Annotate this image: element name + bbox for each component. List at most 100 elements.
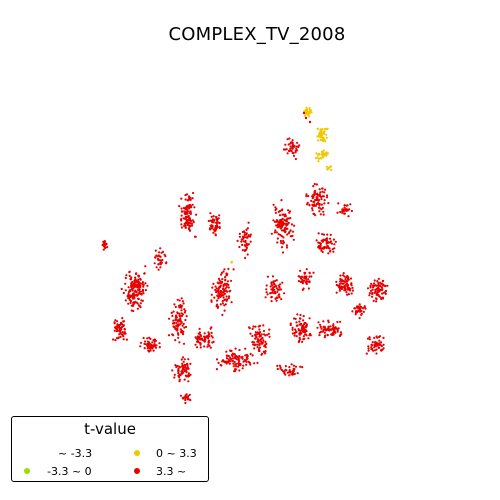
map-point bbox=[305, 193, 308, 196]
map-point bbox=[241, 357, 244, 360]
map-point bbox=[296, 313, 299, 316]
map-point bbox=[266, 275, 269, 278]
map-point bbox=[119, 331, 122, 334]
map-point bbox=[172, 319, 175, 322]
map-point bbox=[257, 348, 260, 351]
map-point bbox=[226, 273, 229, 276]
map-point bbox=[181, 367, 185, 370]
map-point bbox=[312, 212, 315, 215]
map-point bbox=[215, 226, 219, 229]
map-point bbox=[316, 194, 320, 197]
map-point bbox=[249, 332, 252, 335]
map-point bbox=[288, 211, 291, 214]
map-point bbox=[292, 154, 296, 157]
map-point bbox=[249, 235, 252, 238]
map-point bbox=[117, 336, 120, 339]
map-point bbox=[186, 223, 189, 227]
map-point bbox=[227, 359, 230, 362]
legend-entry-high-positive: 3.3 ~ bbox=[134, 463, 186, 479]
map-point bbox=[199, 342, 202, 345]
map-point bbox=[311, 209, 314, 212]
map-point bbox=[373, 336, 376, 339]
map-point bbox=[221, 302, 224, 305]
map-point bbox=[134, 279, 137, 282]
map-point bbox=[210, 331, 213, 334]
map-point bbox=[339, 333, 342, 336]
map-point bbox=[175, 318, 178, 321]
map-point bbox=[319, 242, 322, 245]
map-point bbox=[122, 338, 125, 341]
map-point bbox=[303, 321, 306, 325]
map-point bbox=[241, 235, 244, 238]
map-point bbox=[176, 327, 179, 331]
map-point bbox=[299, 277, 303, 280]
map-point bbox=[121, 333, 124, 336]
map-point bbox=[303, 271, 306, 274]
map-point bbox=[264, 334, 267, 337]
map-point bbox=[177, 369, 180, 373]
map-point bbox=[289, 147, 292, 150]
map-point bbox=[131, 289, 134, 292]
points-high-positive bbox=[101, 137, 389, 405]
map-point bbox=[120, 322, 123, 325]
map-point bbox=[375, 335, 378, 338]
map-point bbox=[207, 335, 210, 338]
map-point bbox=[324, 334, 327, 337]
map-point bbox=[147, 345, 150, 348]
map-point bbox=[182, 302, 185, 305]
map-point bbox=[183, 378, 186, 381]
map-point bbox=[375, 344, 378, 347]
map-point bbox=[173, 376, 176, 379]
map-point bbox=[279, 239, 282, 243]
map-point bbox=[186, 362, 189, 365]
map-point bbox=[371, 341, 374, 344]
map-point bbox=[373, 279, 376, 282]
map-point bbox=[256, 346, 259, 349]
map-point bbox=[320, 150, 323, 153]
map-point bbox=[256, 361, 259, 364]
map-point bbox=[377, 286, 380, 289]
map-point bbox=[264, 296, 267, 299]
map-point bbox=[284, 365, 287, 368]
map-point bbox=[274, 229, 277, 232]
map-point bbox=[338, 286, 341, 289]
map-point bbox=[318, 334, 321, 337]
map-point bbox=[124, 332, 127, 335]
map-point bbox=[285, 369, 288, 372]
map-point bbox=[141, 282, 144, 285]
map-point bbox=[215, 215, 218, 218]
map-point bbox=[238, 245, 241, 249]
map-point bbox=[286, 152, 289, 155]
map-point bbox=[325, 196, 329, 199]
map-point bbox=[158, 346, 161, 349]
map-point bbox=[179, 305, 182, 308]
map-point bbox=[327, 245, 330, 248]
map-point bbox=[308, 334, 311, 337]
map-point bbox=[287, 143, 290, 146]
map-point bbox=[184, 309, 187, 312]
map-point bbox=[327, 167, 330, 170]
map-point bbox=[322, 210, 325, 213]
map-point bbox=[125, 274, 128, 277]
map-point bbox=[346, 285, 349, 288]
map-point bbox=[277, 233, 280, 236]
map-point bbox=[230, 301, 233, 304]
map-point bbox=[318, 131, 321, 135]
map-point bbox=[270, 281, 273, 284]
map-point bbox=[302, 315, 305, 318]
map-point bbox=[225, 350, 228, 353]
map-point bbox=[302, 111, 306, 115]
map-point bbox=[284, 143, 287, 146]
map-point bbox=[295, 335, 298, 338]
map-point bbox=[240, 240, 243, 243]
map-point bbox=[245, 228, 248, 231]
map-point bbox=[144, 340, 147, 343]
map-point bbox=[225, 354, 228, 357]
legend: t-value ~ -3.3 0 ~ 3.3 -3.3 ~ 0 3.3 ~ bbox=[11, 416, 209, 482]
map-point bbox=[171, 314, 174, 317]
map-point bbox=[181, 324, 184, 327]
map-point bbox=[379, 343, 382, 346]
map-point bbox=[151, 341, 154, 344]
map-point bbox=[323, 188, 327, 191]
map-point bbox=[192, 191, 195, 195]
